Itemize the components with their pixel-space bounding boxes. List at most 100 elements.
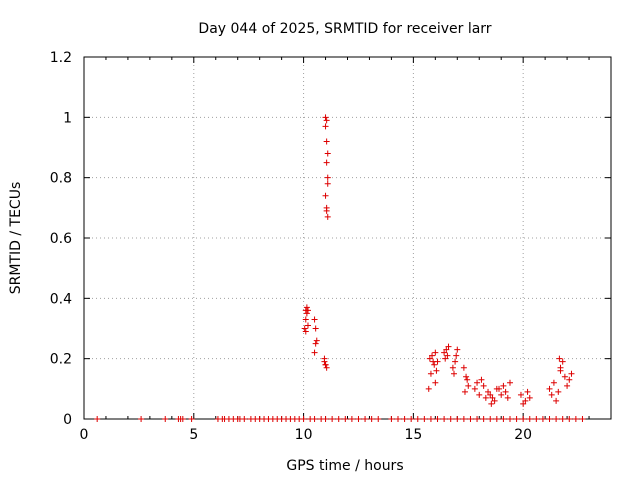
data-point <box>362 416 369 422</box>
data-point <box>348 416 355 422</box>
data-point <box>566 376 573 383</box>
data-point <box>421 416 428 422</box>
data-point <box>500 416 507 422</box>
data-point <box>324 213 331 220</box>
data-point <box>452 358 459 365</box>
data-point <box>188 416 195 422</box>
data-point <box>474 379 481 386</box>
data-point <box>467 416 474 422</box>
y-axis-label: SRMTID / TECUs <box>8 182 24 295</box>
data-point <box>460 416 467 422</box>
plot-border <box>83 56 612 420</box>
data-point <box>482 394 489 401</box>
data-point <box>450 370 457 377</box>
data-point <box>323 138 330 145</box>
data-point <box>414 416 421 422</box>
x-tick-label: 10 <box>295 427 313 443</box>
data-point <box>533 416 540 422</box>
data-point <box>300 416 307 422</box>
data-point <box>465 382 472 389</box>
data-point <box>445 343 452 350</box>
data-point <box>553 416 560 422</box>
grid <box>84 57 611 419</box>
x-tick-label: 0 <box>80 427 89 443</box>
data-point <box>138 416 145 422</box>
data-point <box>561 373 568 380</box>
data-point <box>526 394 533 401</box>
data-point <box>427 416 434 422</box>
data-point <box>520 400 527 407</box>
x-tick-label: 15 <box>404 427 422 443</box>
data-point <box>568 370 575 377</box>
data-point <box>520 416 527 422</box>
x-tick-label: 5 <box>189 427 198 443</box>
data-point <box>506 379 513 386</box>
data-point <box>526 416 533 422</box>
data-point <box>323 364 330 371</box>
data-point <box>304 307 311 314</box>
data-point <box>453 352 460 359</box>
data-point <box>433 367 440 374</box>
data-point <box>556 355 563 362</box>
data-point <box>550 379 557 386</box>
data-point <box>564 382 571 389</box>
data-point <box>432 379 439 386</box>
data-point <box>304 322 311 329</box>
data-point <box>478 376 485 383</box>
data-point <box>449 364 456 371</box>
data-point <box>553 397 560 404</box>
data-point <box>488 400 495 407</box>
data-point <box>429 352 436 359</box>
data-point <box>162 416 169 422</box>
data-point <box>476 391 483 398</box>
data-point <box>522 397 529 404</box>
data-point <box>485 388 492 395</box>
data-point <box>480 382 487 389</box>
data-point <box>335 416 342 422</box>
data-point <box>401 416 408 422</box>
data-point <box>322 123 329 130</box>
data-point <box>313 337 320 344</box>
data-point <box>311 416 318 422</box>
data-point <box>301 325 308 332</box>
data-point <box>555 388 562 395</box>
data-point <box>447 416 454 422</box>
data-point <box>579 416 586 422</box>
data-point <box>513 416 520 422</box>
data-point <box>434 358 441 365</box>
data-point <box>323 204 330 211</box>
y-tick-label: 0.6 <box>50 231 72 247</box>
data-point <box>241 416 248 422</box>
data-point <box>506 416 513 422</box>
data-point <box>408 416 415 422</box>
data-point <box>461 388 468 395</box>
data-point <box>303 304 310 311</box>
y-tick-label: 1 <box>63 110 72 126</box>
data-points <box>94 114 586 422</box>
data-point <box>443 346 450 353</box>
data-point <box>471 385 478 392</box>
data-point <box>444 352 451 359</box>
data-point <box>548 391 555 398</box>
data-point <box>557 367 564 374</box>
data-point <box>322 192 329 199</box>
data-point <box>487 391 494 398</box>
data-point <box>559 358 566 365</box>
data-point <box>500 382 507 389</box>
data-point <box>375 416 382 422</box>
axis-ticks: 0 5 10 15 20 0 0.2 0.4 0.6 0.8 1 1.2 <box>50 50 611 443</box>
data-point <box>498 391 505 398</box>
data-point <box>324 174 331 181</box>
data-point <box>546 385 553 392</box>
data-point <box>94 416 101 422</box>
data-point <box>368 416 375 422</box>
data-point <box>321 358 328 365</box>
data-point <box>311 316 318 323</box>
data-point <box>434 416 441 422</box>
x-axis-label: GPS time / hours <box>286 458 403 474</box>
data-point <box>546 416 553 422</box>
data-point <box>427 370 434 377</box>
data-point <box>517 391 524 398</box>
data-point <box>324 180 331 187</box>
